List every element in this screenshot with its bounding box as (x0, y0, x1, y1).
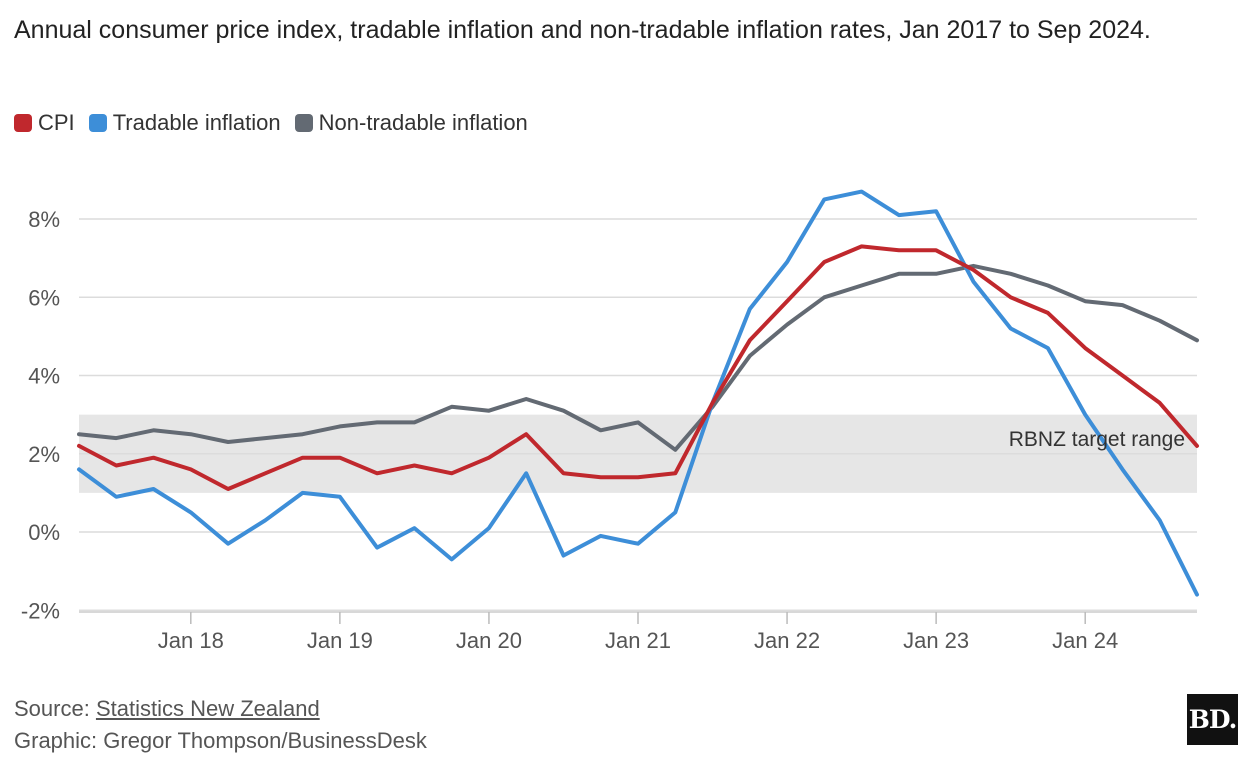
x-tick-label: Jan 18 (158, 628, 224, 653)
x-tick-label: Jan 19 (307, 628, 373, 653)
axes (79, 612, 1197, 624)
source-prefix: Source: (14, 696, 96, 721)
y-tick-label: 2% (28, 442, 60, 467)
y-tick-label: 6% (28, 285, 60, 310)
target-range-label: RBNZ target range (1009, 428, 1185, 451)
x-tick-label: Jan 23 (903, 628, 969, 653)
footer: Source: Statistics New Zealand Graphic: … (14, 693, 427, 757)
y-tick-label: 4% (28, 364, 60, 389)
line-chart: 8% 6% 4% 2% 0% -2% Jan 18 Jan 19 Jan 20 Jan 21 Jan… (0, 0, 1252, 690)
x-tick-label: Jan 20 (456, 628, 522, 653)
series-line-tradable (79, 192, 1197, 595)
source-line: Source: Statistics New Zealand (14, 693, 427, 725)
y-tick-label: -2% (21, 598, 60, 623)
x-tick-label: Jan 24 (1052, 628, 1118, 653)
y-tick-label: 0% (28, 520, 60, 545)
x-tick-label: Jan 21 (605, 628, 671, 653)
source-link[interactable]: Statistics New Zealand (96, 696, 320, 721)
graphic-credit: Graphic: Gregor Thompson/BusinessDesk (14, 725, 427, 757)
y-tick-label: 8% (28, 207, 60, 232)
businessdesk-logo: BD. (1187, 694, 1238, 745)
series-lines (79, 192, 1197, 595)
x-tick-label: Jan 22 (754, 628, 820, 653)
